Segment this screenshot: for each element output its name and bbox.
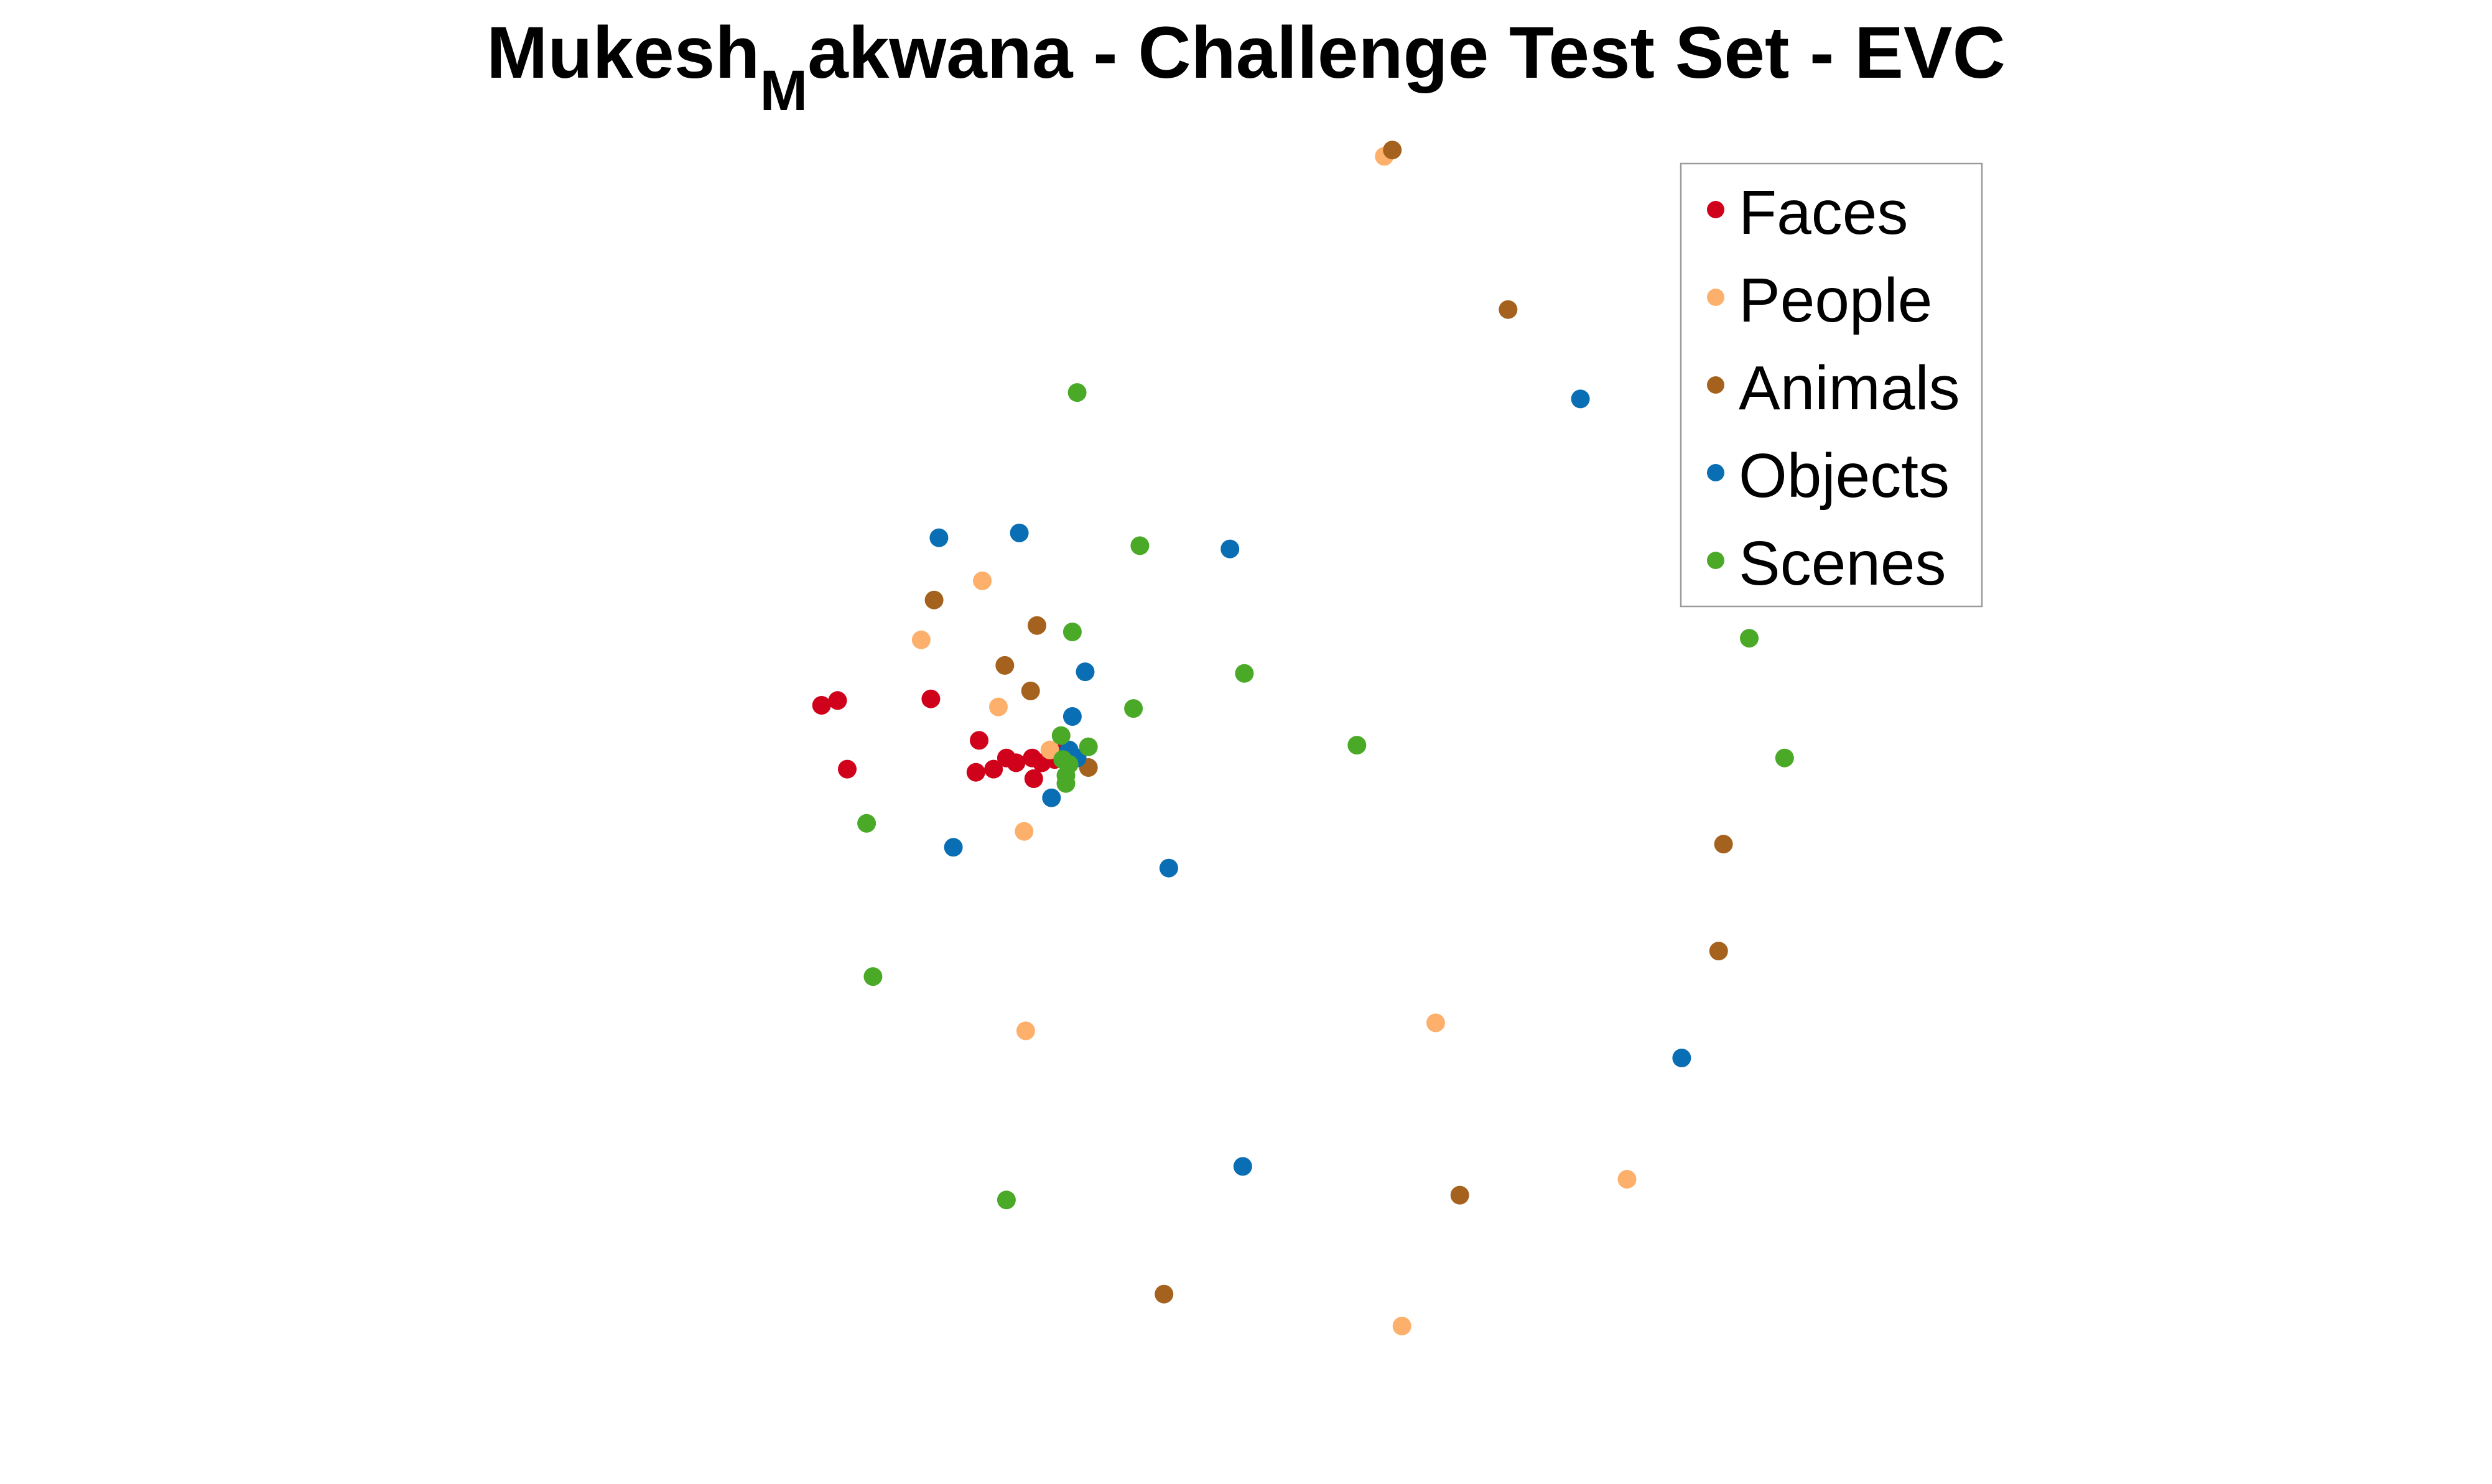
people-point-7 (1426, 1013, 1445, 1032)
faces-point-5 (966, 763, 985, 782)
objects-point-12 (1233, 1157, 1252, 1176)
people-point-2 (911, 630, 931, 649)
scenes-point-7 (1079, 737, 1098, 756)
legend-label-animals: Animals (1739, 353, 1960, 423)
faces-point-0 (812, 696, 831, 715)
objects-point-11 (1672, 1049, 1691, 1067)
legend-box (1680, 162, 1983, 608)
objects-point-1 (929, 528, 949, 547)
scenes-point-16 (997, 1190, 1016, 1210)
scenes-point-3 (1124, 699, 1143, 718)
people-point-3 (989, 697, 1008, 716)
scenes-point-1 (1130, 536, 1150, 555)
scenes-point-11 (1056, 774, 1076, 793)
animals-point-11 (1155, 1284, 1174, 1304)
animals-point-3 (924, 590, 944, 610)
animals-point-5 (995, 656, 1015, 675)
animals-point-4 (1028, 616, 1046, 635)
legend-marker-objects (1707, 464, 1724, 481)
objects-point-5 (1062, 707, 1082, 726)
faces-point-1 (828, 691, 847, 710)
scenes-point-12 (1740, 629, 1759, 648)
faces-point-2 (838, 759, 857, 779)
animals-point-6 (1021, 681, 1040, 700)
chart-title-subscript: M (760, 59, 808, 123)
objects-point-9 (944, 838, 963, 857)
people-point-8 (1617, 1170, 1637, 1189)
legend-label-scenes: Scenes (1739, 529, 1946, 598)
scenes-point-13 (1775, 748, 1794, 768)
legend-items: Faces People Animals Objects Scenes (1707, 178, 1960, 598)
animals-point-1 (1499, 300, 1518, 319)
animals-point-8 (1714, 835, 1733, 854)
scenes-point-0 (1067, 383, 1087, 402)
legend-marker-scenes (1707, 552, 1724, 569)
animals-point-0 (1383, 141, 1402, 160)
people-point-5 (1015, 822, 1034, 841)
chart-title-rest: akwana - Challenge Test Set - EVC (807, 12, 2006, 94)
scenes-point-5 (1347, 736, 1367, 755)
scenes-point-4 (1235, 664, 1254, 683)
legend-label-faces: Faces (1739, 178, 1908, 248)
objects-point-10 (1159, 858, 1178, 878)
scenes-point-6 (1051, 726, 1071, 745)
objects-point-0 (1571, 389, 1590, 409)
people-point-1 (973, 571, 992, 590)
scenes-point-2 (1062, 623, 1082, 641)
faces-point-6 (984, 759, 1003, 779)
legend-marker-people (1707, 289, 1724, 306)
chart-title-main: Mukesh (486, 12, 760, 94)
legend-marker-animals (1707, 376, 1724, 394)
scenes-point-15 (863, 967, 883, 986)
objects-point-3 (1220, 539, 1240, 559)
faces-point-3 (921, 689, 941, 708)
objects-point-8 (1042, 788, 1061, 807)
chart-title: MukeshMakwana - Challenge Test Set - EVC (486, 12, 2006, 123)
people-point-4 (1040, 740, 1059, 759)
data-points (812, 141, 1794, 1335)
objects-point-4 (1076, 662, 1095, 682)
legend: Faces People Animals Objects Scenes (1680, 162, 1983, 608)
objects-point-2 (1010, 523, 1029, 542)
people-point-6 (1016, 1021, 1035, 1041)
legend-label-people: People (1739, 266, 1932, 335)
faces-point-10 (1024, 769, 1043, 788)
legend-marker-faces (1707, 201, 1724, 218)
people-point-9 (1392, 1317, 1411, 1335)
animals-point-10 (1450, 1185, 1469, 1205)
legend-label-objects: Objects (1739, 441, 1950, 511)
faces-point-4 (970, 731, 988, 750)
scenes-point-14 (857, 814, 876, 833)
faces-point-8 (1007, 753, 1026, 772)
animals-point-9 (1709, 942, 1728, 961)
